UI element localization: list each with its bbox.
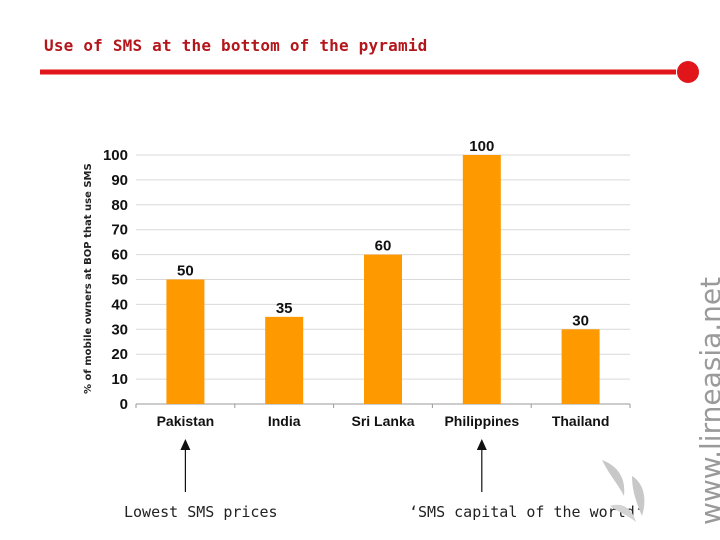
data-label: 35 [276,300,293,317]
bar [166,279,205,404]
title-rule-dot [677,61,699,83]
annotation-lowest-sms-prices: Lowest SMS prices [124,503,278,521]
y-tick-labels: 0 10 20 30 40 50 60 70 80 90 100 [103,147,128,413]
bar [265,316,304,404]
annotation-arrows [180,439,487,492]
y-tick-label: 40 [111,296,128,313]
data-label: 50 [177,263,194,280]
lirneasia-logo-icon [602,460,645,522]
y-tick-label: 100 [103,147,128,164]
y-axis-label: % of mobile owners at BOP that use SMS [83,163,94,394]
y-tick-label: 30 [111,321,128,338]
annotation-sms-capital: ‘SMS capital of the world’ [409,503,644,521]
data-label: 30 [572,312,589,329]
category-labels: Pakistan India Sri Lanka Philippines Thailan… [157,413,610,429]
category-label: India [268,413,301,429]
y-tick-label: 50 [111,272,128,289]
bars [166,155,600,404]
category-label: Thailand [552,413,610,429]
category-label: Sri Lanka [351,413,414,429]
x-tick-marks [135,404,631,408]
y-tick-label: 0 [120,396,128,413]
bar [364,254,402,404]
y-tick-label: 90 [111,172,128,189]
annotation-arrow-head [476,439,487,450]
watermark-url: www.lirneasia.net [694,276,720,525]
y-tick-label: 80 [111,197,128,214]
y-tick-label: 10 [111,371,128,388]
slide-title: Use of SMS at the bottom of the pyramid [44,36,428,55]
y-tick-label: 60 [111,247,128,264]
bar [462,155,501,404]
gridlines [136,154,630,405]
data-label: 60 [375,238,392,255]
y-tick-label: 20 [111,346,128,363]
category-label: Philippines [444,413,519,429]
y-tick-label: 70 [111,222,128,239]
bar [561,329,600,404]
category-label: Pakistan [157,413,215,429]
annotation-arrow-head [180,439,191,450]
data-label: 100 [469,138,494,155]
data-labels: 50 35 60 100 30 [177,138,589,329]
